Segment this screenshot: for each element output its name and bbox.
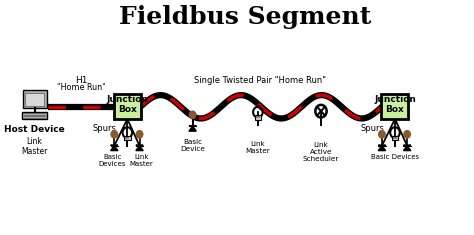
Text: Link
Master: Link Master bbox=[246, 141, 270, 154]
Text: Basic
Devices: Basic Devices bbox=[99, 153, 126, 167]
FancyBboxPatch shape bbox=[25, 93, 44, 106]
FancyBboxPatch shape bbox=[392, 136, 398, 140]
Polygon shape bbox=[110, 146, 118, 151]
Text: Spurs: Spurs bbox=[360, 124, 384, 133]
Polygon shape bbox=[110, 145, 118, 146]
FancyBboxPatch shape bbox=[22, 112, 47, 119]
Polygon shape bbox=[136, 145, 143, 146]
Circle shape bbox=[379, 131, 385, 138]
Text: LM: LM bbox=[255, 115, 260, 120]
Circle shape bbox=[111, 131, 118, 138]
Polygon shape bbox=[403, 145, 411, 146]
FancyBboxPatch shape bbox=[23, 90, 46, 108]
Circle shape bbox=[189, 111, 196, 118]
Text: Link
Master: Link Master bbox=[21, 137, 48, 156]
Text: Fieldbus Segment: Fieldbus Segment bbox=[118, 5, 371, 29]
FancyBboxPatch shape bbox=[124, 136, 131, 140]
Text: Host Device: Host Device bbox=[4, 125, 65, 134]
Text: Single Twisted Pair "Home Run": Single Twisted Pair "Home Run" bbox=[194, 76, 326, 85]
FancyBboxPatch shape bbox=[114, 94, 141, 119]
Text: LM: LM bbox=[392, 136, 398, 140]
Text: Spurs: Spurs bbox=[93, 124, 117, 133]
Polygon shape bbox=[136, 146, 143, 151]
Text: Junction
Box: Junction Box bbox=[374, 95, 416, 114]
Text: H1: H1 bbox=[75, 76, 88, 85]
Text: Junction
Box: Junction Box bbox=[106, 95, 148, 114]
Text: "Home Run": "Home Run" bbox=[57, 83, 106, 92]
Circle shape bbox=[404, 131, 410, 138]
Text: Link
Master: Link Master bbox=[129, 153, 153, 167]
Polygon shape bbox=[378, 146, 386, 151]
FancyBboxPatch shape bbox=[382, 94, 409, 119]
Text: LM: LM bbox=[125, 136, 130, 140]
Text: Basic Devices: Basic Devices bbox=[371, 153, 419, 160]
Polygon shape bbox=[403, 146, 411, 151]
FancyBboxPatch shape bbox=[255, 115, 261, 120]
Text: Basic
Device: Basic Device bbox=[180, 139, 205, 152]
Polygon shape bbox=[189, 126, 196, 131]
Circle shape bbox=[136, 131, 143, 138]
Polygon shape bbox=[378, 145, 386, 146]
Text: Link
Active
Scheduler: Link Active Scheduler bbox=[303, 142, 339, 162]
